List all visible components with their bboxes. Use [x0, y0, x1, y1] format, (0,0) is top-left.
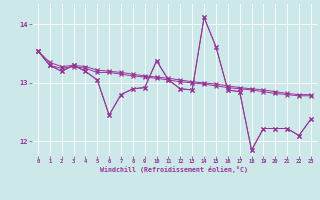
X-axis label: Windchill (Refroidissement éolien,°C): Windchill (Refroidissement éolien,°C) [100, 166, 248, 173]
